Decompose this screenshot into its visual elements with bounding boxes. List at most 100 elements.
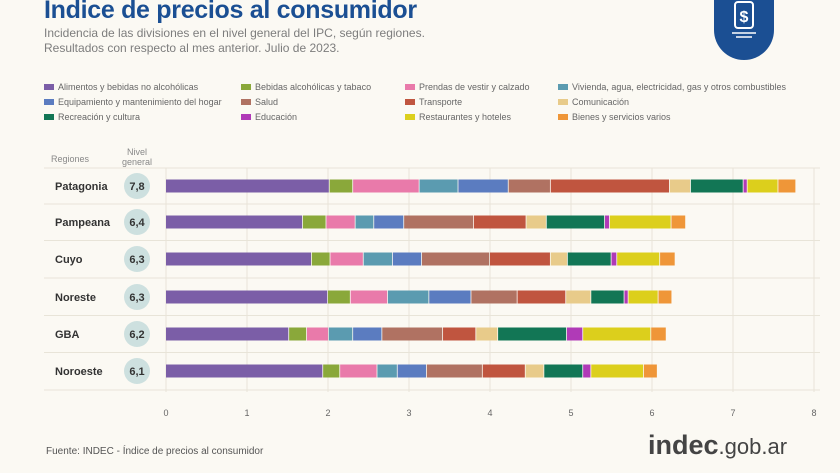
legend-label: Recreación y cultura — [58, 111, 141, 122]
legend-swatch — [44, 83, 54, 90]
subtitle-date: Resultados con respecto al mes anterior.… — [44, 41, 340, 55]
bar-segment — [166, 364, 323, 378]
general-value: 6,3 — [129, 292, 144, 304]
bar-segment — [651, 327, 666, 341]
bar-segment — [778, 179, 796, 193]
bar-segment — [328, 327, 353, 341]
bar-segment — [490, 252, 550, 266]
x-tick-label: 6 — [649, 408, 654, 418]
bar-segment — [166, 215, 303, 229]
svg-text:$: $ — [740, 9, 749, 26]
region-label: Noroeste — [55, 366, 103, 378]
bar-segment — [326, 215, 355, 229]
legend-swatch — [241, 113, 251, 120]
bar-segment — [591, 364, 644, 378]
legend-swatch — [405, 98, 415, 105]
bar-segment — [323, 364, 340, 378]
bar-segment — [508, 179, 550, 193]
bar-segment — [340, 364, 377, 378]
bar-segment — [473, 215, 526, 229]
bar-segment — [566, 290, 591, 304]
x-tick-label: 5 — [568, 408, 573, 418]
legend-swatch — [558, 83, 568, 90]
region-label: GBA — [55, 329, 80, 341]
bar-segment — [426, 364, 482, 378]
bar-segment — [397, 364, 427, 378]
legend-swatch — [558, 98, 568, 105]
legend-swatch — [44, 113, 54, 120]
bar-segment — [166, 290, 328, 304]
general-value: 6,1 — [129, 366, 144, 378]
bar-segment — [546, 215, 605, 229]
brand-domain: .gob.ar — [718, 434, 788, 459]
bar-segment — [544, 364, 583, 378]
bar-segment — [306, 327, 329, 341]
bar-segment — [329, 179, 353, 193]
bar-segment — [550, 252, 567, 266]
general-header: Nivel general — [121, 147, 153, 167]
bar-segment — [605, 215, 610, 229]
bar-segment — [429, 290, 471, 304]
subtitle: Incidencia de las divisiones en el nivel… — [44, 26, 425, 40]
bar-segment — [458, 179, 508, 193]
bar-segment — [583, 327, 651, 341]
legend-swatch — [241, 83, 251, 90]
legend-item: Alimentos y bebidas no alcohólicas — [44, 80, 241, 93]
dollar-tag-icon: $ — [714, 0, 774, 60]
bar-segment — [624, 290, 628, 304]
bar-segment — [355, 215, 374, 229]
x-tick-label: 7 — [730, 408, 735, 418]
x-tick-label: 3 — [406, 408, 411, 418]
legend-item: Bienes y servicios varios — [558, 110, 818, 123]
bar-segment — [611, 252, 617, 266]
legend-item: Educación — [241, 110, 405, 123]
bar-segment — [609, 215, 671, 229]
general-badge — [124, 284, 150, 310]
legend-label: Comunicación — [572, 96, 630, 107]
bar-segment — [567, 252, 611, 266]
general-value: 6,4 — [129, 217, 145, 229]
bar-segment — [377, 364, 397, 378]
legend-swatch — [241, 98, 251, 105]
region-label: Pampeana — [55, 217, 111, 229]
legend: Alimentos y bebidas no alcohólicas Bebida… — [44, 80, 824, 123]
bar-segment — [330, 252, 363, 266]
bar-segment — [526, 215, 546, 229]
bar-segment — [421, 252, 490, 266]
legend-swatch — [558, 113, 568, 120]
legend-label: Bebidas alcohólicas y tabaco — [255, 81, 372, 92]
legend-label: Vivienda, agua, electricidad, gas y otro… — [572, 81, 786, 92]
bar-segment — [404, 215, 473, 229]
general-value: 6,2 — [129, 329, 144, 341]
legend-item: Comunicación — [558, 95, 818, 108]
bar-segment — [374, 215, 404, 229]
bar-segment — [550, 179, 670, 193]
regions-header: Regiones — [50, 154, 90, 164]
bar-segment — [387, 290, 429, 304]
page-title: Indice de precios al consumidor — [44, 0, 417, 24]
bar-segment — [617, 252, 660, 266]
region-label: Cuyo — [55, 254, 83, 266]
legend-item: Transporte — [405, 95, 558, 108]
bar-segment — [328, 290, 350, 304]
bar-segment — [353, 327, 382, 341]
legend-swatch — [405, 83, 415, 90]
legend-label: Bienes y servicios varios — [572, 111, 671, 122]
bar-segment — [591, 290, 624, 304]
legend-label: Prendas de vestir y calzado — [419, 81, 530, 92]
bar-segment — [525, 364, 544, 378]
legend-item: Vivienda, agua, electricidad, gas y otro… — [558, 80, 818, 93]
bar-segment — [517, 290, 566, 304]
legend-item: Restaurantes y hoteles — [405, 110, 558, 123]
bar-segment — [671, 215, 686, 229]
bar-segment — [660, 252, 675, 266]
bar-segment — [353, 179, 419, 193]
bar-segment — [498, 327, 567, 341]
general-badge — [124, 173, 150, 199]
bar-segment — [166, 179, 329, 193]
region-label: Patagonia — [55, 181, 108, 193]
bar-segment — [476, 327, 498, 341]
bar-segment — [382, 327, 443, 341]
bar-segment — [747, 179, 778, 193]
